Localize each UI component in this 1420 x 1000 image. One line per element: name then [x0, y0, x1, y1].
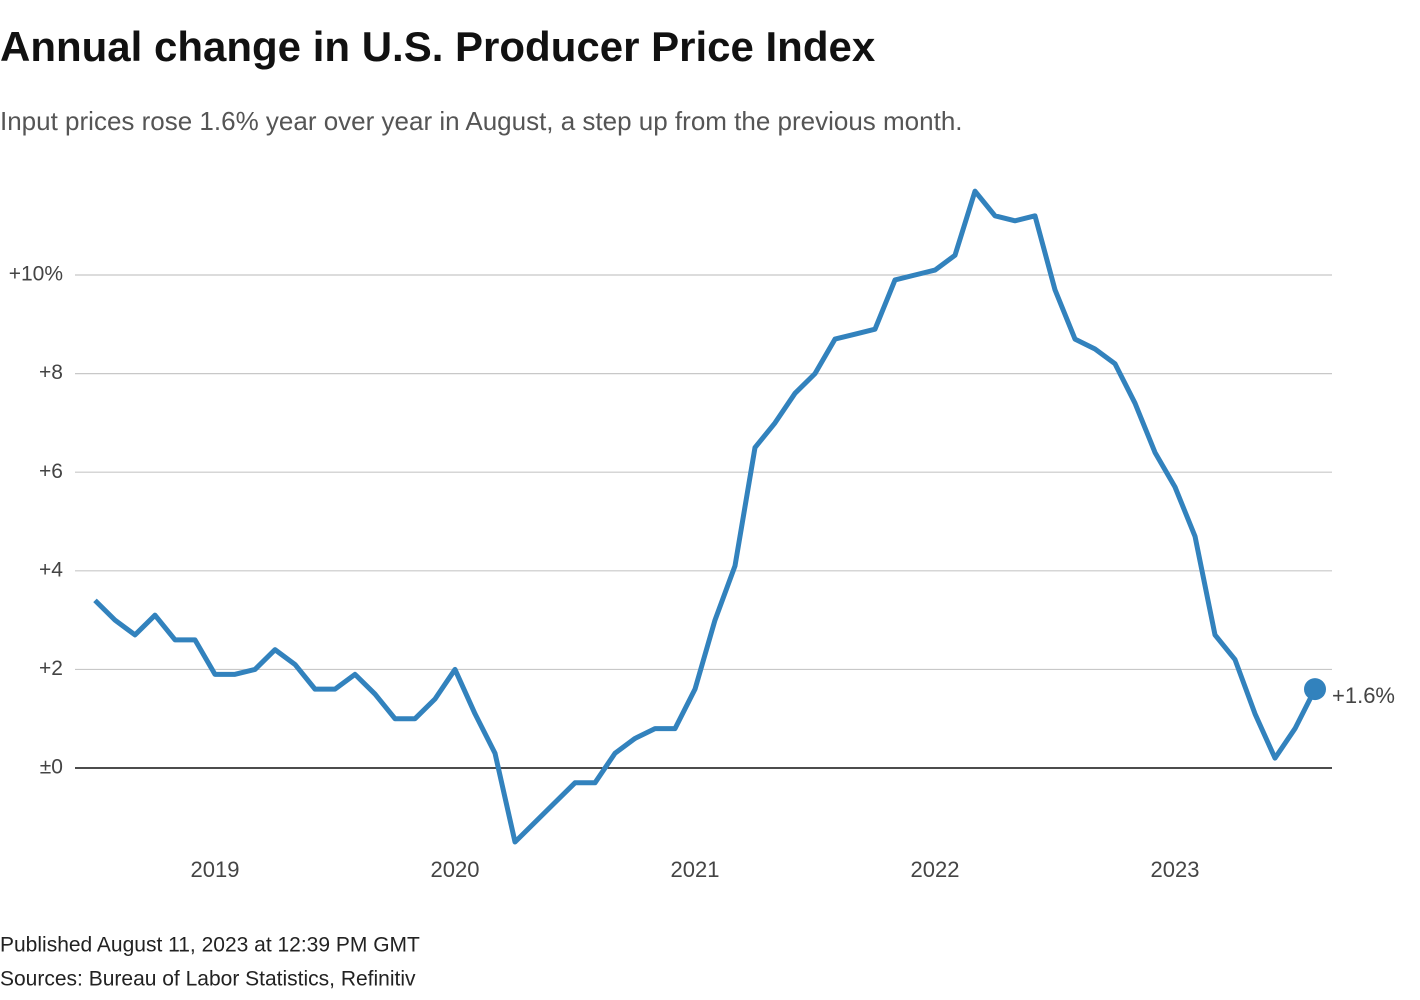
- value-label: +1.6%: [1332, 683, 1395, 708]
- y-tick-label: +8: [39, 361, 63, 384]
- end-point: [1304, 678, 1326, 701]
- series-line: [93, 188, 1318, 845]
- y-tick-label: ±0: [40, 756, 63, 779]
- chart-subtitle: Input prices rose 1.6% year over year in…: [0, 106, 963, 136]
- chart-title: Annual change in U.S. Producer Price Ind…: [0, 23, 876, 70]
- footer-published: Published August 11, 2023 at 12:39 PM GM…: [0, 934, 420, 957]
- y-tick-label: +2: [39, 657, 63, 680]
- footer-sources: Sources: Bureau of Labor Statistics, Ref…: [0, 968, 416, 991]
- y-tick-label: +10%: [9, 263, 63, 286]
- x-tick-label: 2020: [431, 857, 480, 882]
- y-tick-label: +6: [39, 460, 63, 483]
- x-tick-label: 2021: [671, 857, 720, 882]
- x-tick-label: 2019: [191, 857, 240, 882]
- y-tick-label: +4: [39, 558, 63, 581]
- x-tick-label: 2022: [911, 857, 960, 882]
- x-tick-label: 2023: [1151, 857, 1200, 882]
